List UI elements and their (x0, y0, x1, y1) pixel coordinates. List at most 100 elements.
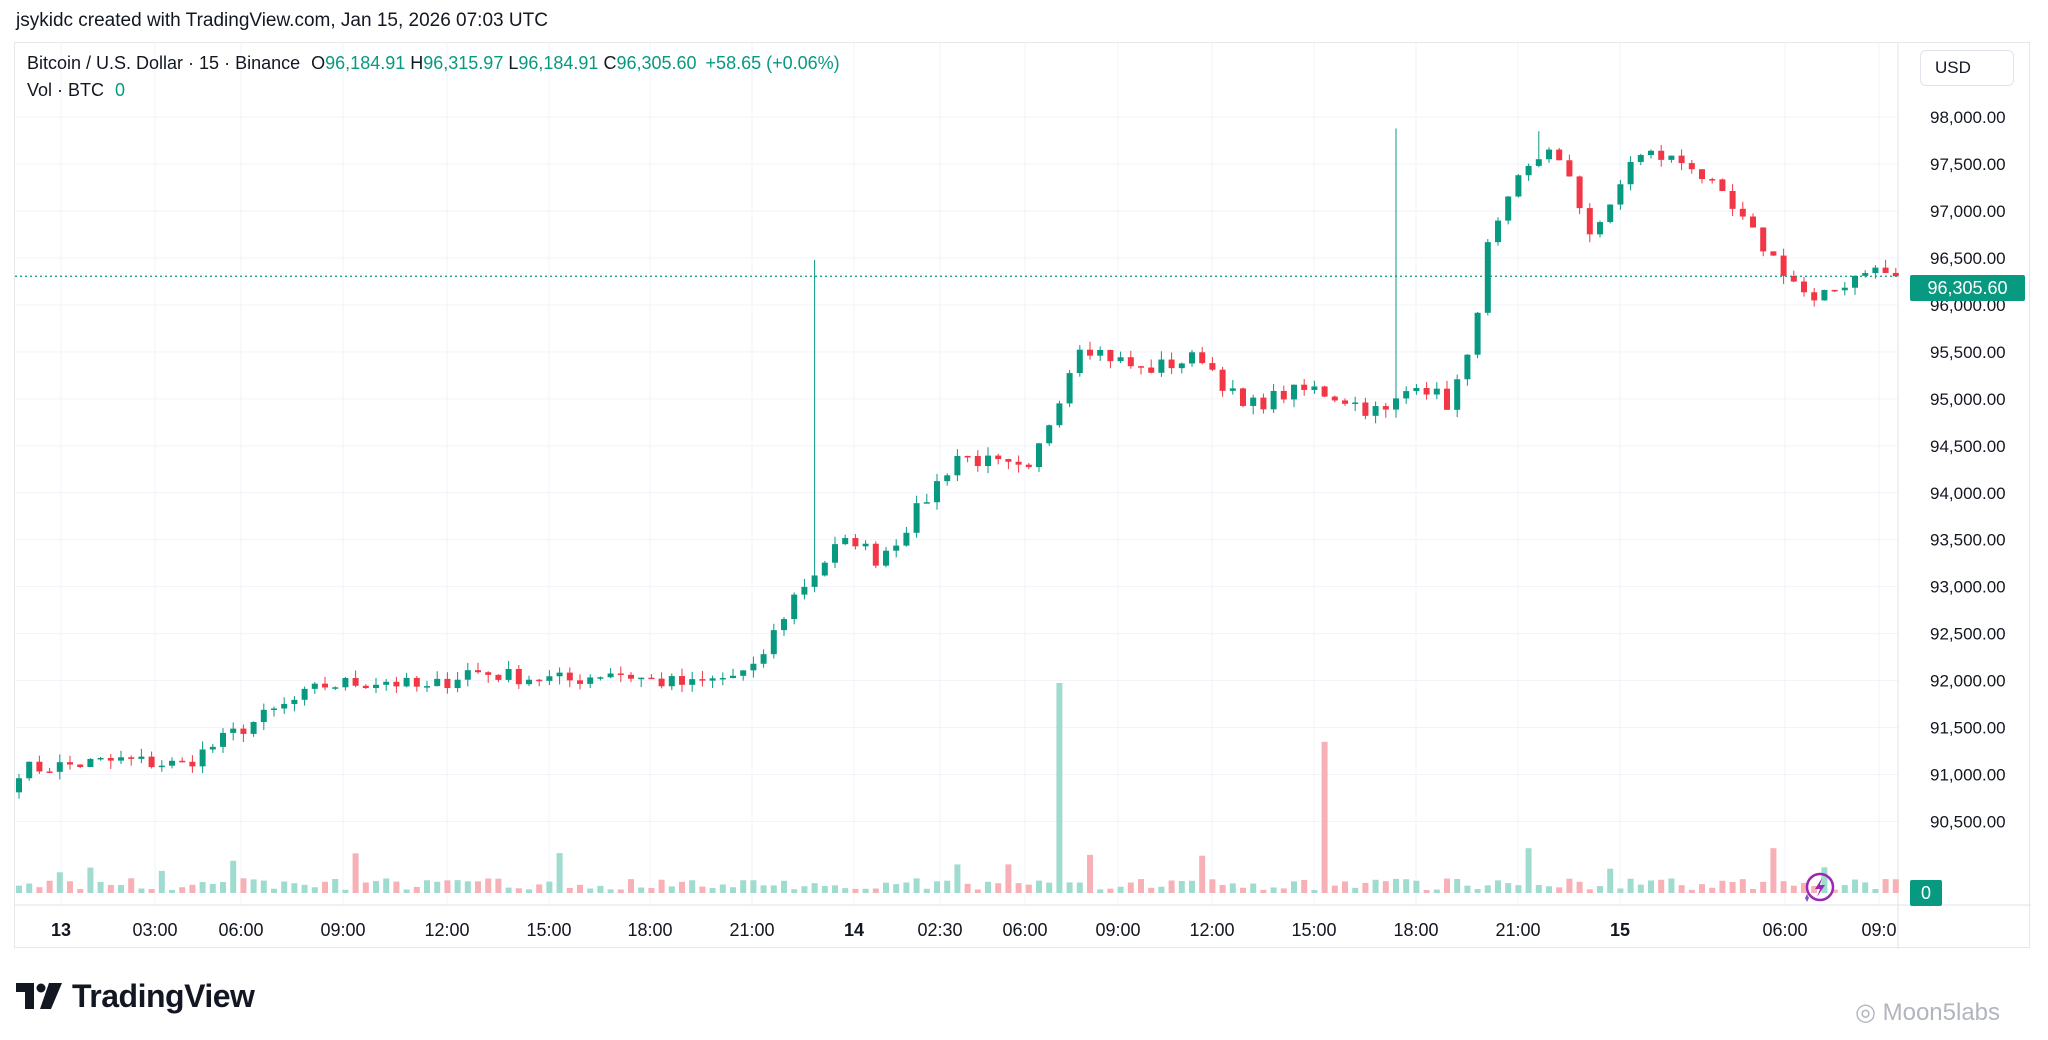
candle-body (26, 761, 33, 779)
volume-bar (709, 888, 716, 893)
volume-bar (342, 889, 349, 893)
volume-bar (1444, 878, 1450, 893)
volume-bar (730, 887, 736, 893)
candle-body (434, 678, 441, 687)
candle-body (1148, 367, 1155, 373)
volume-bar (1311, 889, 1318, 893)
candle-body (1668, 155, 1675, 160)
volume-bar (128, 878, 135, 893)
volume-bar (1678, 885, 1685, 893)
candle-body (1495, 220, 1501, 243)
price-tick-label: 98,000.00 (1930, 108, 2006, 127)
candle-body (719, 677, 726, 680)
candle-body (342, 678, 349, 688)
volume-bar (862, 888, 869, 893)
volume-bar (1872, 889, 1879, 893)
watermark-text: Moon5labs (1882, 999, 2001, 1026)
candle-body (485, 672, 492, 675)
time-tick-label: 21:00 (729, 920, 774, 940)
volume-bar (301, 884, 308, 893)
volume-bar (1362, 882, 1369, 893)
candle-body (770, 630, 777, 655)
volume-bar (658, 879, 665, 893)
price-tick-label: 97,000.00 (1930, 202, 2006, 221)
price-tick-label: 92,500.00 (1930, 625, 2006, 644)
brand-name: TradingView (72, 977, 255, 1014)
candle-body (1617, 184, 1624, 205)
volume-bar (1790, 885, 1797, 893)
volume-bar (1852, 879, 1858, 893)
candle-body (1076, 349, 1083, 374)
time-tick-label: 06:00 (1762, 920, 1807, 940)
time-tick-label: 09:00 (1095, 920, 1140, 940)
volume-bar (1015, 883, 1022, 893)
volume-bar (1219, 884, 1226, 893)
tradingview-mark-icon (16, 983, 62, 1009)
candle-body (1352, 402, 1359, 404)
candle-body (1393, 398, 1399, 410)
volume-bar (403, 889, 410, 893)
candle-body (362, 685, 369, 689)
candle-body (16, 778, 22, 793)
time-tick-label: 18:00 (1393, 920, 1438, 940)
volume-bar (628, 879, 634, 893)
volume-bar (801, 886, 808, 893)
candle-body (995, 455, 1002, 460)
candle-body (1852, 275, 1858, 288)
volume-bar (1291, 881, 1297, 893)
volume-bar (1760, 881, 1767, 893)
candle-body (403, 677, 410, 687)
candle-body (1260, 397, 1267, 410)
volume-bar (1025, 884, 1032, 893)
volume-bar (1637, 884, 1644, 893)
candle-body (821, 562, 828, 576)
candle-body (597, 677, 604, 679)
volume-bar (1750, 889, 1756, 893)
candle-body (444, 678, 451, 689)
time-tick-label: 15 (1610, 920, 1630, 940)
volume-bar (536, 884, 543, 893)
volume-bar (1331, 885, 1338, 893)
volume-bar (1260, 889, 1267, 893)
volume-bar (1433, 889, 1440, 893)
candle-body (679, 676, 685, 685)
volume-bar (220, 882, 226, 893)
candlestick-chart[interactable]: 98,000.0097,500.0097,000.0096,500.0096,0… (15, 43, 2031, 949)
volume-bar (424, 880, 430, 893)
volume-bar (77, 889, 84, 893)
chart-panel[interactable]: 98,000.00 97,500.00 97,000.00 96,500.00 96,0… (14, 42, 2031, 949)
candle-body (332, 687, 339, 689)
volume-bar (1097, 889, 1104, 893)
volume-bar (781, 880, 787, 893)
tradingview-logo[interactable]: TradingView (16, 976, 255, 1016)
candle-body (730, 675, 736, 678)
candle-body (556, 672, 563, 677)
time-tick-label: 15:00 (526, 920, 571, 940)
volume-bar (260, 880, 267, 893)
volume-bar (1566, 878, 1573, 893)
candle-body (811, 575, 818, 587)
symbol-legend[interactable]: Bitcoin / U.S. Dollar · 15 · Binance O96… (27, 53, 840, 74)
candle-body (56, 762, 63, 772)
price-tick-label: 92,000.00 (1930, 672, 2006, 691)
volume-bar (679, 881, 685, 893)
candle-body (1862, 273, 1869, 276)
volume-bar (1484, 885, 1491, 893)
candle-body (893, 545, 900, 551)
volume-bar (26, 883, 33, 893)
high-label: H (410, 53, 424, 73)
candle-body (240, 728, 247, 734)
volume-legend[interactable]: Vol · BTC 0 (27, 80, 125, 101)
volume-bar (1464, 885, 1471, 893)
lightning-icon[interactable] (1801, 872, 1835, 906)
volume-bar (1525, 848, 1532, 893)
candle-body (546, 676, 553, 681)
volume-bar (515, 888, 522, 893)
time-tick-label: 13 (51, 920, 71, 940)
candle-body (577, 680, 583, 684)
currency-button[interactable]: USD (1920, 50, 2014, 86)
volume-bar (546, 881, 553, 893)
price-tick-label: 96,500.00 (1930, 249, 2006, 268)
volume-bar (1495, 880, 1501, 893)
volume-bar (352, 853, 359, 893)
